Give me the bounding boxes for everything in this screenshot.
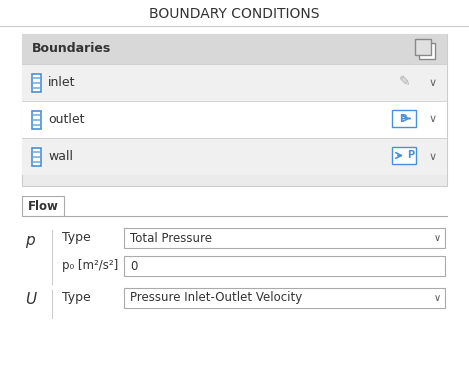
Text: p: p [25,233,35,247]
Text: Flow: Flow [28,200,59,212]
Text: Total Pressure: Total Pressure [130,231,212,245]
Text: P: P [399,114,406,123]
Text: ∨: ∨ [433,233,440,243]
Bar [32,147,41,165]
Text: wall: wall [48,150,73,163]
Text: ∨: ∨ [433,293,440,303]
Bar [415,39,431,55]
Bar [419,43,435,59]
Bar [33,114,40,115]
Text: P: P [407,150,414,161]
Bar [124,228,445,248]
Text: Pressure Inlet-Outlet Velocity: Pressure Inlet-Outlet Velocity [130,292,302,304]
Text: ✎: ✎ [399,76,411,89]
Bar [22,138,447,175]
Bar [33,77,40,78]
Bar [33,155,40,158]
Text: U: U [25,292,36,307]
Text: outlet: outlet [48,113,84,126]
Bar [22,34,447,186]
Bar [392,147,416,164]
Bar [32,111,41,128]
Text: BOUNDARY CONDITIONS: BOUNDARY CONDITIONS [149,7,320,21]
Text: inlet: inlet [48,76,76,89]
Bar [392,110,416,127]
Text: Boundaries: Boundaries [32,42,111,55]
Bar [22,34,447,64]
Bar [33,150,40,153]
Text: Type: Type [62,292,91,304]
Bar [124,256,445,276]
Text: 0: 0 [130,260,137,273]
Text: ∨: ∨ [429,77,437,88]
Bar [33,123,40,126]
Bar [22,101,447,138]
Bar [22,196,64,216]
Bar [33,87,40,88]
Bar [124,288,445,308]
Text: ∨: ∨ [429,151,437,161]
Bar [33,81,40,84]
Bar [33,119,40,120]
Text: ∨: ∨ [429,115,437,124]
Bar [33,161,40,162]
Text: Type: Type [62,231,91,245]
Bar [22,64,447,101]
Text: p₀ [m²/s²]: p₀ [m²/s²] [62,260,118,273]
Bar [32,73,41,92]
